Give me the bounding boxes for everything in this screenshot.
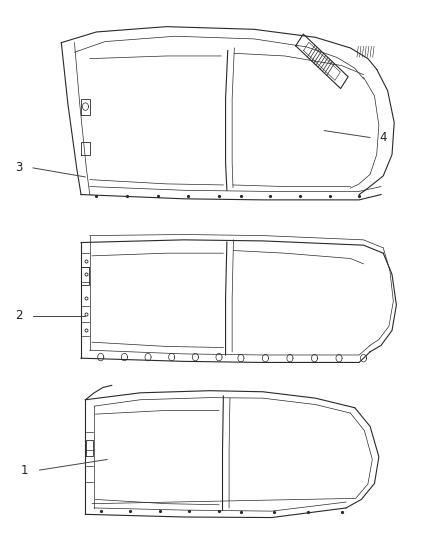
Text: 1: 1 (20, 464, 28, 477)
Text: 4: 4 (379, 131, 387, 144)
Text: 2: 2 (14, 309, 22, 322)
Text: 3: 3 (15, 161, 22, 174)
